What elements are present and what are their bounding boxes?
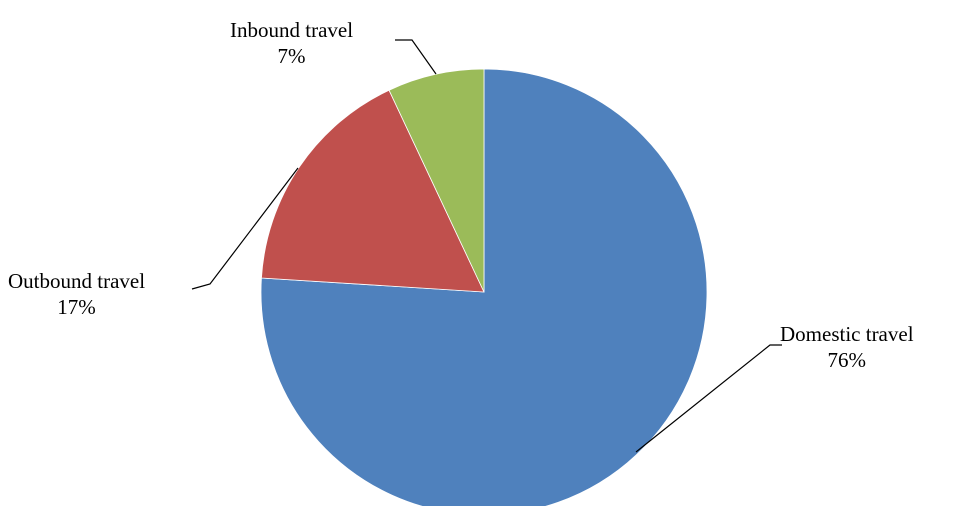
- label-domestic-travel-name: Domestic travel: [780, 322, 914, 346]
- label-inbound-travel-value: 7%: [277, 44, 306, 68]
- label-domestic-travel-value: 76%: [827, 348, 867, 372]
- label-outbound-travel: Outbound travel 17%: [8, 268, 145, 320]
- label-outbound-travel-name: Outbound travel: [8, 269, 146, 293]
- label-inbound-travel: Inbound travel 7%: [230, 17, 353, 69]
- label-domestic-travel: Domestic travel 76%: [780, 321, 914, 373]
- leader-line-inbound-travel: [395, 39, 437, 75]
- label-outbound-travel-value: 17%: [57, 295, 96, 319]
- leader-line-domestic-travel: [635, 344, 782, 453]
- pie-slice-outbound-travel: [261, 89, 485, 293]
- pie-slice-inbound-travel: [388, 68, 485, 293]
- leader-line-outbound-travel: [191, 167, 299, 290]
- label-inbound-travel-name: Inbound travel: [230, 18, 354, 42]
- pie-slice-domestic-travel: [260, 68, 708, 506]
